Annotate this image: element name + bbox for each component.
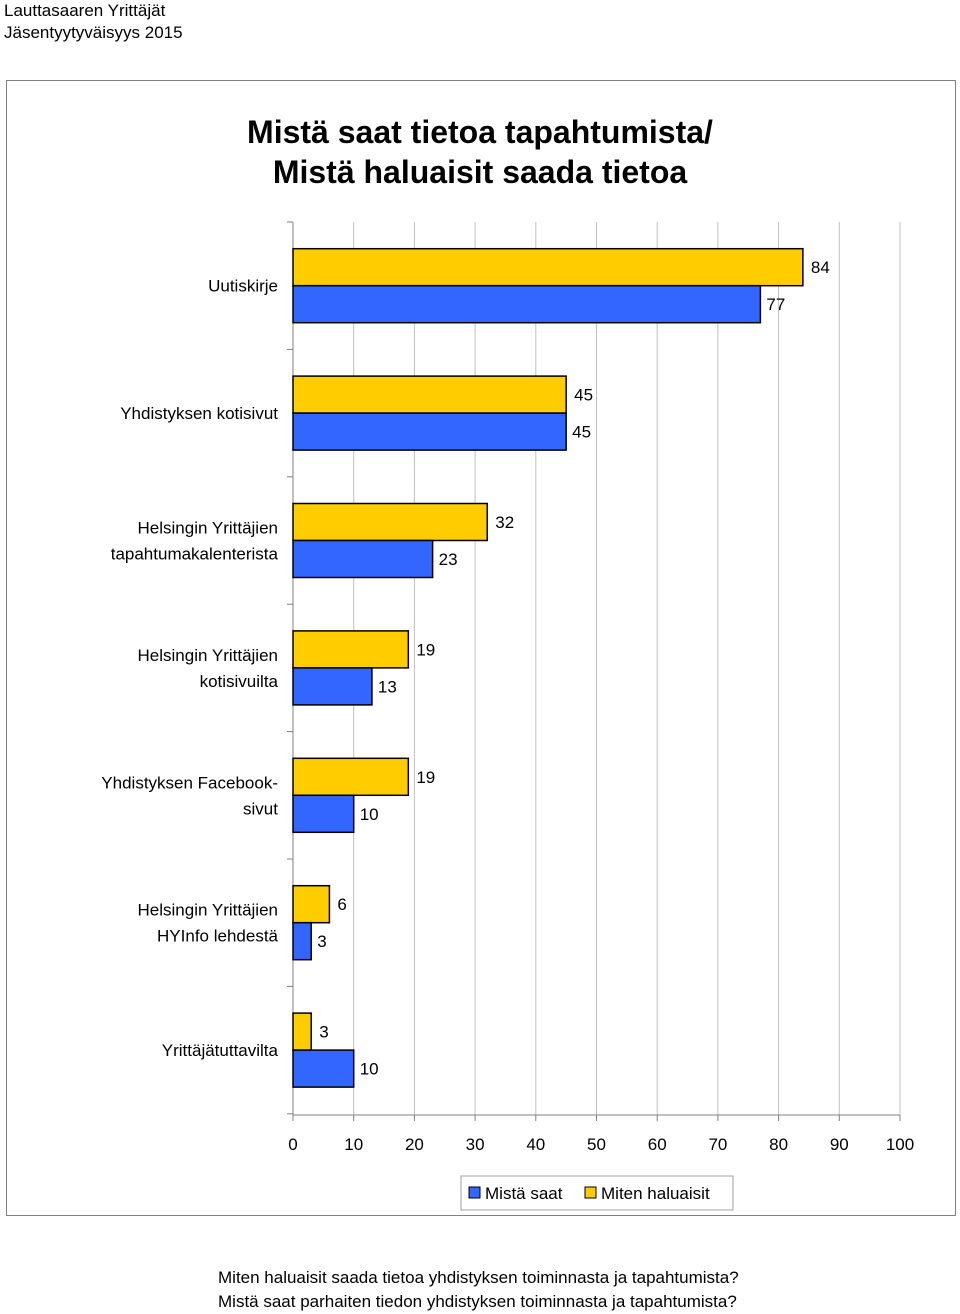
category-label: Yhdistyksen kotisivut [120,404,278,423]
data-label-mista-saat: 3 [317,932,326,951]
x-tick-label: 60 [648,1135,667,1154]
x-tick-label: 20 [405,1135,424,1154]
bar-miten-haluaisit [292,247,804,287]
bar-mista-saat [292,1049,355,1088]
bar-miten-haluaisit [292,884,331,924]
chart-title-line-1: Mistä saat tietoa tapahtumista/ [247,114,713,150]
bar-mista-saat [292,412,567,451]
bar-mista-saat [292,921,312,961]
x-tick-label: 70 [708,1135,727,1154]
x-tick-label: 40 [526,1135,545,1154]
legend [460,1175,734,1211]
chart-title-line-2: Mistä haluaisit saada tietoa [272,154,688,190]
data-label-mista-saat: 77 [766,295,785,314]
data-label-mista-saat: 10 [360,1060,379,1079]
category-label: Helsingin Yrittäjien HYInfo lehdestä [138,901,279,946]
x-tick-label: 90 [830,1135,849,1154]
footer-question-1: Miten haluaisit saada tietoa yhdistyksen… [218,1268,739,1287]
bar-mista-saat [292,539,434,579]
x-tick-label: 0 [288,1135,297,1154]
bar-miten-haluaisit [292,757,410,797]
data-label-mista-saat: 45 [572,423,591,442]
category-label: Yhdistyksen Facebook-sivut [101,773,278,818]
x-tick-label: 10 [344,1135,363,1154]
legend-swatch-miten-haluaisit [584,1186,597,1199]
legend-label-mista-saat: Mistä saat [485,1184,563,1203]
data-label-miten-haluaisit: 19 [416,640,435,659]
data-label-miten-haluaisit: 19 [416,768,435,787]
data-label-miten-haluaisit: 3 [319,1023,328,1042]
footer-text: Miten haluaisit saada tietoa yhdistyksen… [218,1266,739,1314]
x-tick-label: 80 [769,1135,788,1154]
category-label: Helsingin Yrittäjien kotisivuilta [138,646,279,691]
bar-mista-saat [292,284,762,324]
bar-miten-haluaisit [292,375,567,414]
bar-mista-saat [292,794,355,834]
bar-miten-haluaisit [292,630,410,669]
data-label-miten-haluaisit: 84 [811,258,830,277]
x-tick-label: 50 [587,1135,606,1154]
data-label-miten-haluaisit: 45 [574,386,593,405]
bar-miten-haluaisit [292,1012,312,1051]
legend-label-miten-haluaisit: Miten haluaisit [601,1184,710,1203]
data-label-mista-saat: 10 [360,805,379,824]
bar-mista-saat [292,667,373,706]
data-label-mista-saat: 13 [378,677,397,696]
data-label-mista-saat: 23 [439,550,458,569]
report-header: Lauttasaaren Yrittäjät Jäsentyytyväisyys… [4,0,183,44]
x-tick-label: 30 [466,1135,485,1154]
category-label: Uutiskirje [208,277,278,296]
organization-name: Lauttasaaren Yrittäjät [4,1,166,20]
footer-question-2: Mistä saat parhaiten tiedon yhdistyksen … [218,1292,737,1311]
category-label: Helsingin Yrittäjien tapahtumakalenterist… [111,519,279,564]
legend-swatch-mista-saat [468,1186,481,1199]
chart-title: Mistä saat tietoa tapahtumista/ Mistä ha… [0,112,960,192]
category-label: Yrittäjätuttavilta [162,1041,279,1060]
data-label-miten-haluaisit: 32 [495,513,514,532]
data-label-miten-haluaisit: 6 [337,895,346,914]
bar-miten-haluaisit [292,502,488,542]
x-tick-label: 100 [886,1135,914,1154]
survey-name: Jäsentyytyväisyys 2015 [4,23,183,42]
